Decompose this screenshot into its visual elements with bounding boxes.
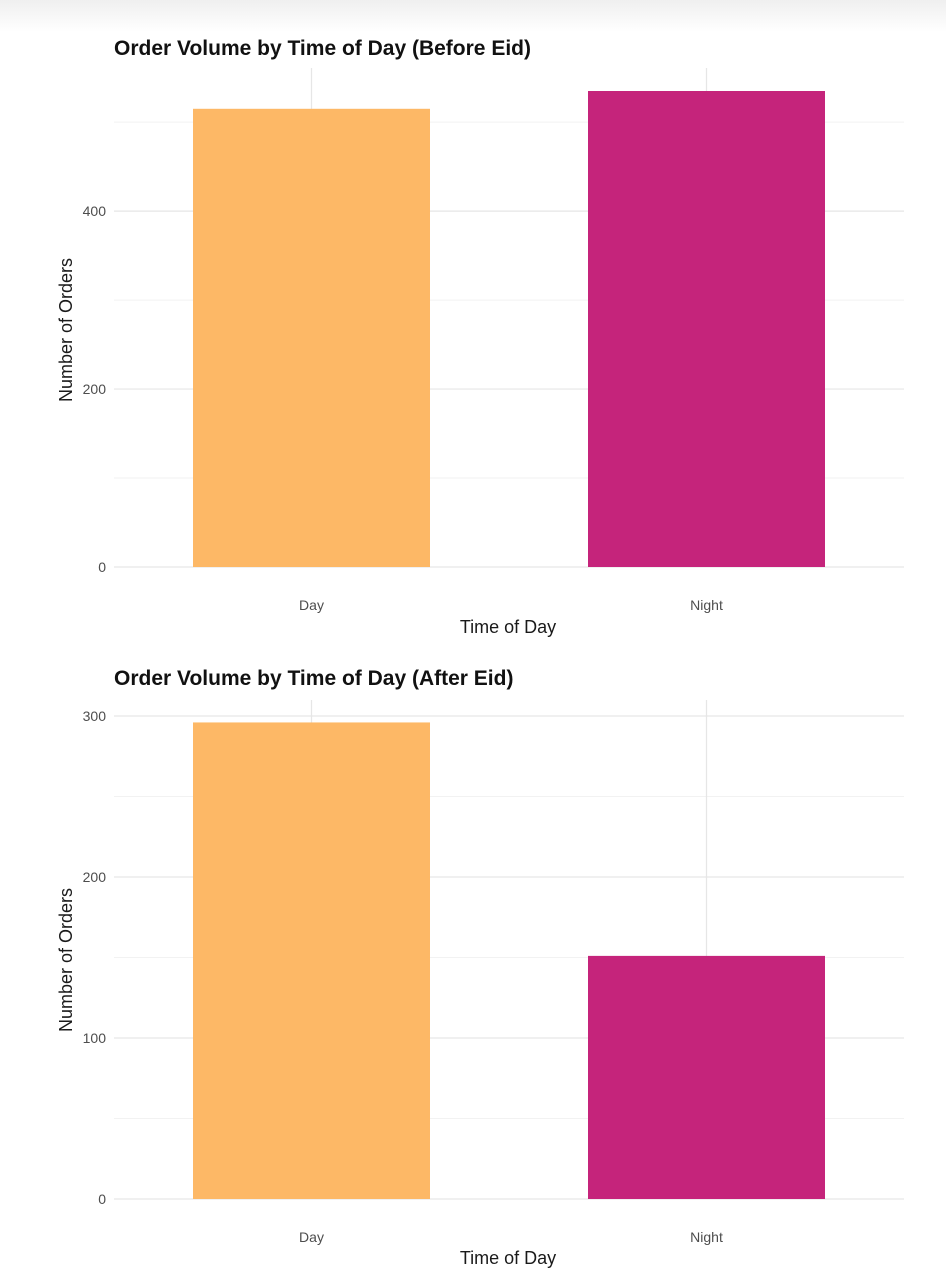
y-tick-label: 0 xyxy=(98,1191,106,1207)
y-tick-label: 100 xyxy=(83,1030,107,1046)
x-axis-title: Time of Day xyxy=(460,1248,556,1268)
x-tick-label: Night xyxy=(690,1229,723,1245)
x-tick-label: Day xyxy=(299,1229,324,1245)
y-tick-label: 200 xyxy=(83,381,107,397)
bar-day xyxy=(193,108,430,567)
x-tick-label: Day xyxy=(299,597,324,613)
bar-day xyxy=(193,722,430,1199)
y-axis-title: Number of Orders xyxy=(56,258,76,402)
top-shade xyxy=(0,0,946,32)
chart-before-eid: Order Volume by Time of Day (Before Eid)… xyxy=(56,37,904,637)
chart-title: Order Volume by Time of Day (Before Eid) xyxy=(114,37,531,60)
y-axis-title: Number of Orders xyxy=(56,888,76,1032)
chart-title: Order Volume by Time of Day (After Eid) xyxy=(114,667,513,690)
x-axis-title: Time of Day xyxy=(460,617,556,637)
chart-after-eid: Order Volume by Time of Day (After Eid) … xyxy=(56,667,904,1268)
bar-night xyxy=(588,955,825,1199)
y-tick-label: 300 xyxy=(83,708,107,724)
bar-night xyxy=(588,91,825,567)
y-tick-label: 400 xyxy=(83,203,107,219)
x-tick-label: Night xyxy=(690,597,723,613)
y-tick-label: 0 xyxy=(98,559,106,575)
y-tick-label: 200 xyxy=(83,869,107,885)
